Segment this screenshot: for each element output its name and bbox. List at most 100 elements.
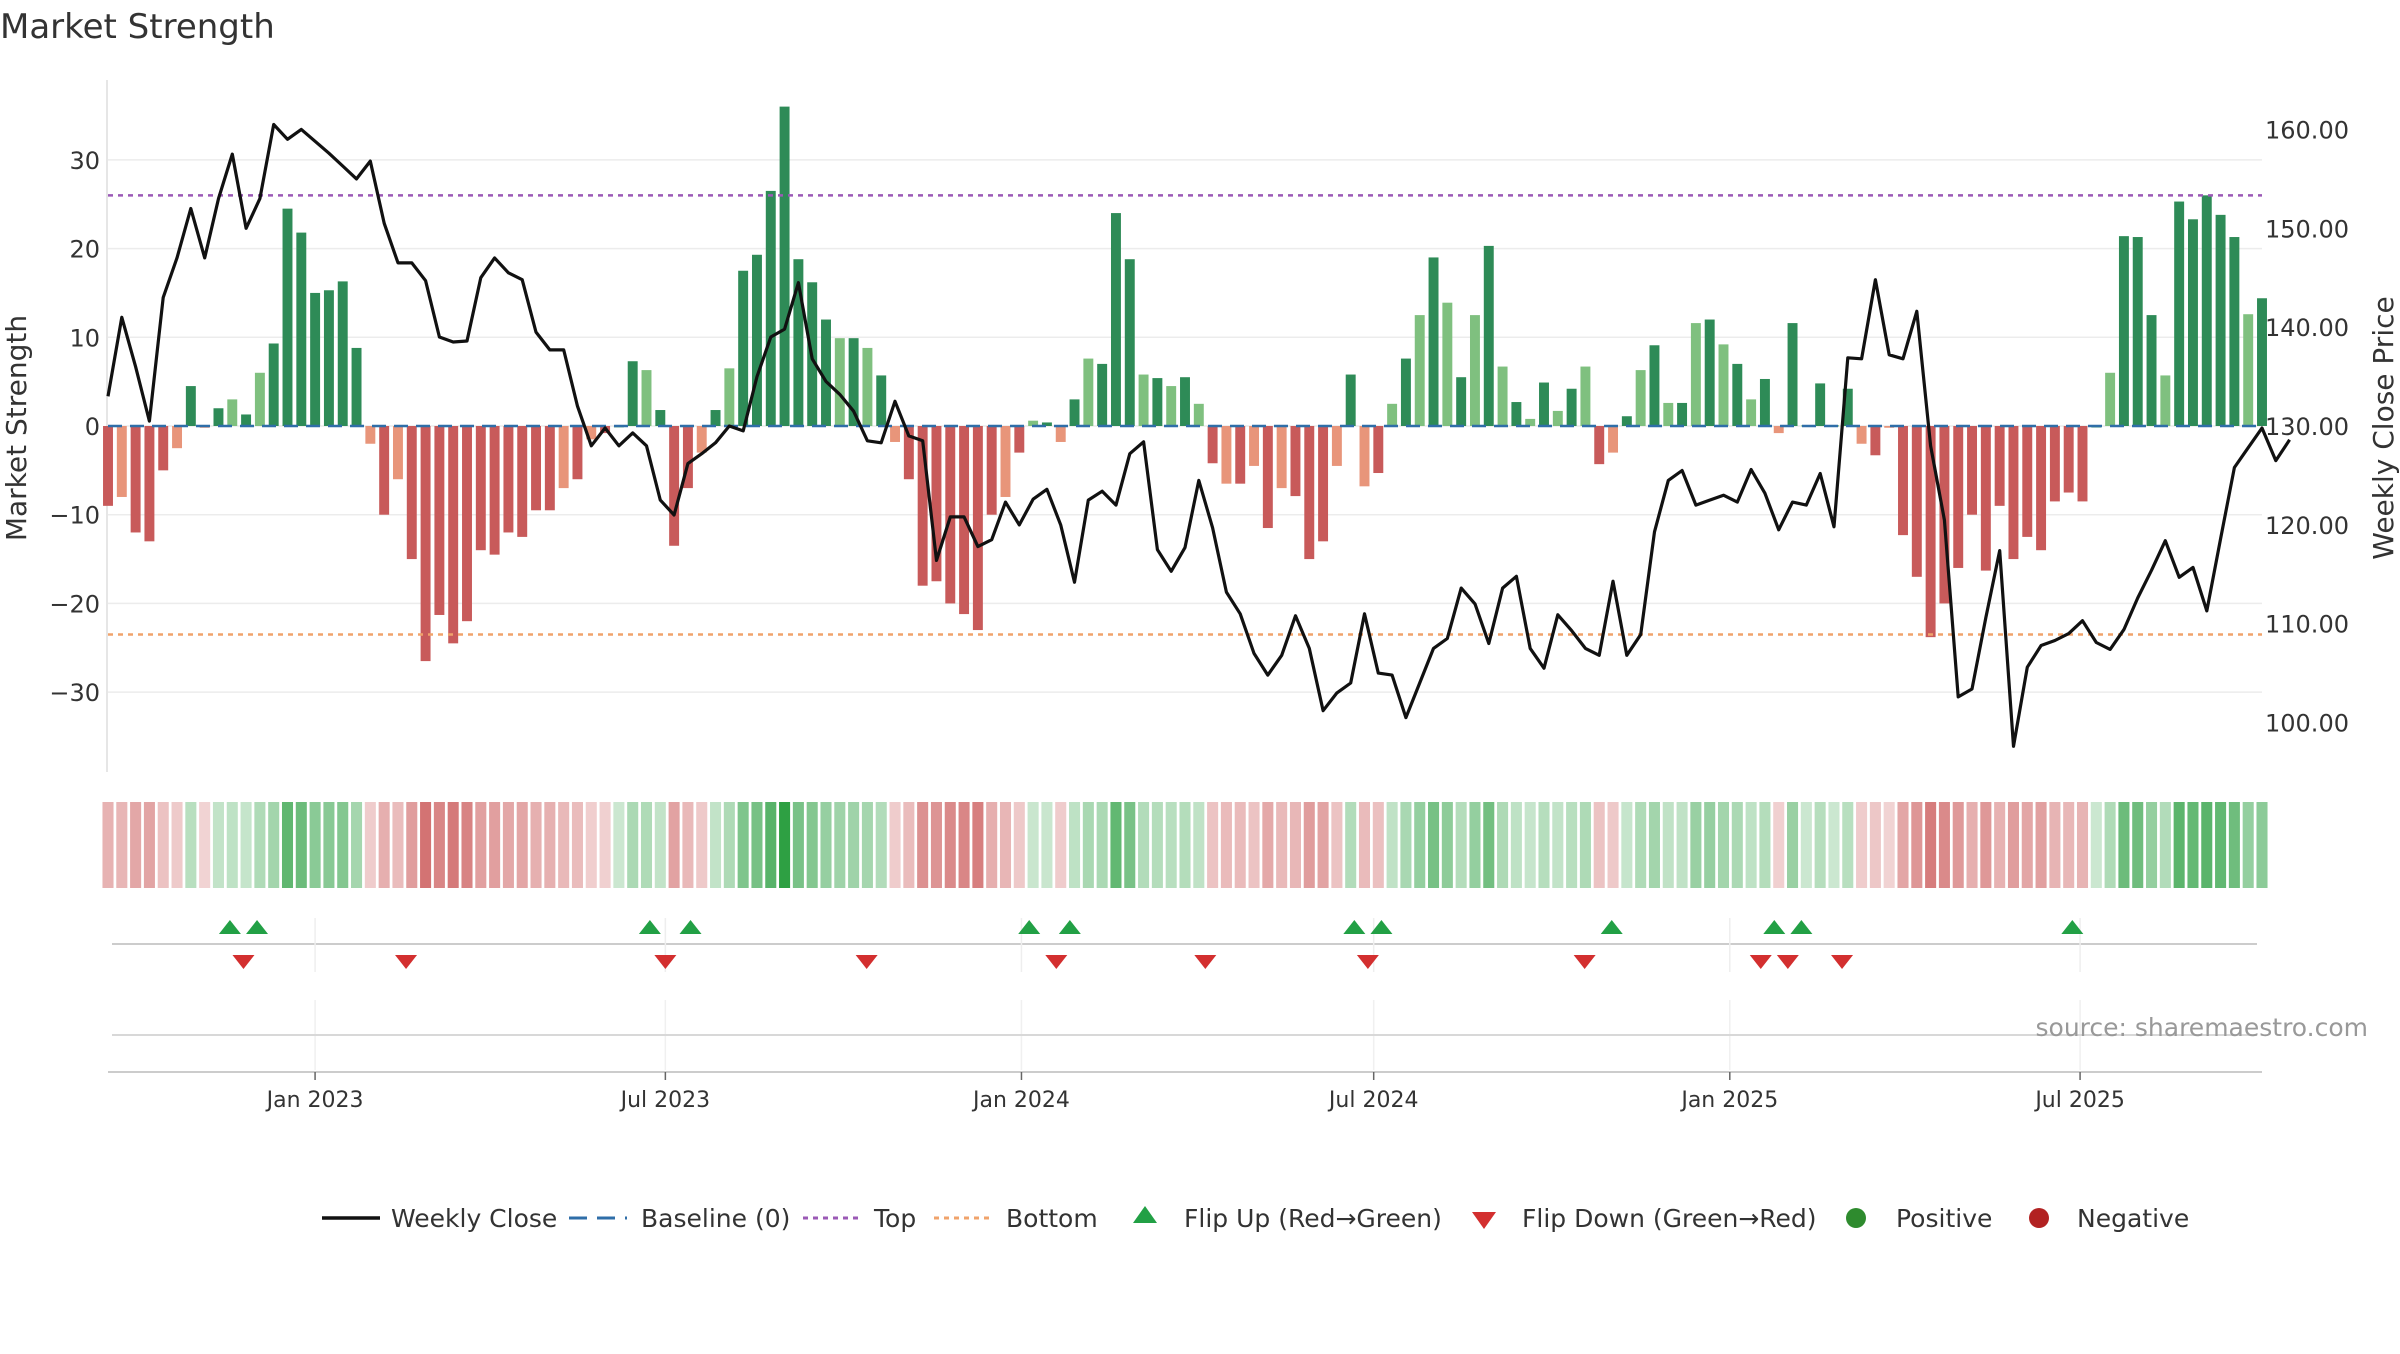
heat-cell [903,802,915,888]
legend-label: Weekly Close [391,1204,557,1233]
strength-bar [531,426,542,511]
heat-cell [1234,802,1246,888]
heat-cell [489,802,501,888]
legend-positive-dot [1846,1208,1866,1228]
heat-cell [2132,802,2144,888]
strength-bar [1469,315,1480,426]
heat-cell [433,802,445,888]
legend-item-pos: Positive [1846,1204,1992,1233]
strength-bar [986,426,997,515]
heat-cell [1386,802,1398,888]
strength-bar [227,399,238,426]
strength-bar [2036,426,2047,551]
strength-bar [351,347,362,426]
legend-item-top: Top [803,1204,916,1233]
heat-cell [1041,802,1053,888]
heat-cell [682,802,694,888]
heat-cell [130,802,142,888]
strength-bar [1055,426,1066,442]
flip-up-marker [1763,920,1786,934]
strength-bar [254,372,265,426]
strength-bar [972,426,983,631]
heat-cell [2187,802,2199,888]
y2-tick-label: 120.00 [2265,512,2349,540]
heat-cell [1952,802,1964,888]
heat-cell [461,802,473,888]
weekly-close-line [106,122,2291,748]
strength-bar [724,368,735,426]
y2-tick-label: 140.00 [2265,314,2349,342]
strength-bar [2146,315,2157,426]
heat-cell [1745,802,1757,888]
strength-bar [1138,374,1149,426]
strength-bar [1746,399,1757,426]
heat-cell [1262,802,1274,888]
heat-cell [1897,802,1909,888]
y-axis-ticks: 30 20 10 0 −10 −20 −30 [49,147,100,707]
heat-cell [1704,802,1716,888]
heat-cell [351,802,363,888]
heat-cell [1966,802,1978,888]
strength-bar [1967,426,1978,515]
legend-item-line: Weekly Close [322,1204,557,1233]
flip-down-marker [395,955,418,969]
strength-bar [1387,403,1398,426]
heat-cell [157,802,169,888]
heat-cell [2118,802,2130,888]
y-tick-label: −10 [49,502,100,530]
strength-bar [1911,426,1922,577]
heat-cell [116,802,128,888]
strength-bar [793,259,804,426]
heat-cell [420,802,432,888]
heat-cell [1938,802,1950,888]
strength-bar [1290,426,1301,497]
heat-cell [710,802,722,888]
heat-cell [1773,802,1785,888]
heat-cell [1248,802,1260,888]
heat-cell [668,802,680,888]
heat-cell [627,802,639,888]
heat-cell [185,802,197,888]
heat-cell [1358,802,1371,888]
strength-bar [1732,363,1743,426]
strength-bar [1884,426,1895,428]
strength-bar [310,292,321,426]
strength-bar [462,426,472,622]
strength-bar [1815,383,1826,426]
strength-bar [1898,426,1908,536]
flip-up-marker [1018,920,1041,934]
strength-bar [2174,201,2185,426]
strength-bar [1097,363,1108,426]
legend-negative-dot [2029,1208,2049,1228]
heat-cell [1013,802,1025,888]
heat-cell [875,802,887,888]
strength-bar [738,270,749,426]
strength-bar [392,426,403,480]
legend: Weekly Close Baseline (0) Top Bottom Flip Up… [322,1204,2189,1233]
strength-bar [669,426,680,546]
heat-cell [930,802,942,888]
heat-cell [1317,802,1329,888]
strength-bar [1442,302,1453,426]
heat-cell [2242,802,2254,888]
heat-cell [1027,802,1039,888]
strength-bar [1359,426,1370,487]
strength-bar [268,343,279,426]
heat-cell [323,802,335,888]
y2-tick-label: 100.00 [2265,710,2349,738]
strength-bar [1000,426,1011,497]
strength-bar [1497,366,1508,426]
strength-bar [903,426,914,480]
heat-cell [1138,802,1150,888]
x-tick-label: Jan 2025 [1679,1088,1778,1113]
legend-item-baseline: Baseline (0) [569,1204,790,1233]
strength-bar [1318,426,1329,542]
heat-cell [1814,802,1826,888]
x-tick-label: Jan 2024 [971,1088,1070,1113]
legend-label: Flip Down (Green→Red) [1522,1204,1817,1233]
heat-cell [475,802,487,888]
strength-bar [821,319,831,426]
strength-bar [1193,403,1204,426]
legend-item-bottom: Bottom [934,1204,1098,1233]
